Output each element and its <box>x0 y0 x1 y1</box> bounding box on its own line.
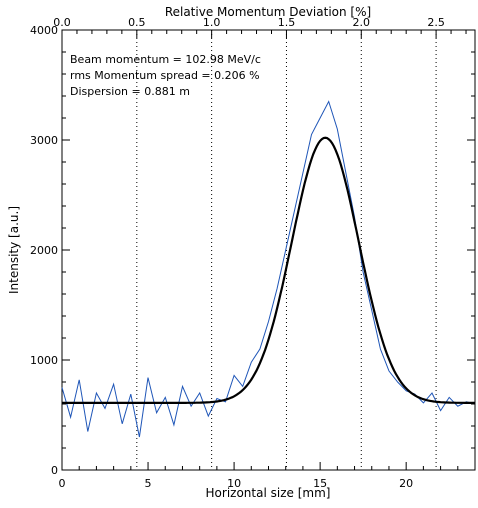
y-tick-label: 3000 <box>30 134 58 147</box>
momentum-spread-label: rms Momentum spread = 0.206 % <box>70 69 260 82</box>
x2-axis-title: Relative Momentum Deviation [%] <box>165 5 371 19</box>
x-tick-label: 15 <box>313 477 327 490</box>
x2-tick-label: 0.5 <box>128 16 146 29</box>
gaussian-fit-line <box>62 136 475 404</box>
beam-momentum-label: Beam momentum = 102.98 MeV/c <box>70 53 261 66</box>
x2-tick-label: 2.5 <box>427 16 445 29</box>
x-axis-ticks: 0 5 10 15 20 <box>59 462 459 490</box>
x2-tick-label: 1.0 <box>203 16 221 29</box>
x-tick-label: 10 <box>227 477 241 490</box>
y-axis-ticks: 0 1000 2000 3000 4000 <box>30 24 475 477</box>
y-tick-label: 1000 <box>30 354 58 367</box>
y-tick-label: 4000 <box>30 24 58 37</box>
measured-profile-line <box>61 100 476 438</box>
x-axis-title: Horizontal size [mm] <box>206 486 331 500</box>
x2-tick-label: 2.0 <box>353 16 371 29</box>
x-tick-label: 20 <box>399 477 413 490</box>
x-tick-label: 0 <box>59 477 66 490</box>
x-tick-label: 5 <box>145 477 152 490</box>
x2-axis-ticks: 0.0 0.5 1.0 1.5 2.0 2.5 <box>53 16 467 38</box>
series-layer <box>61 100 476 438</box>
dispersion-label: Dispersion = 0.881 m <box>70 85 190 98</box>
y-tick-label: 0 <box>51 464 58 477</box>
x2-tick-label: 1.5 <box>278 16 296 29</box>
y-axis-title: Intensity [a.u.] <box>7 206 21 294</box>
y-tick-label: 2000 <box>30 244 58 257</box>
x2-tick-label: 0.0 <box>53 16 71 29</box>
